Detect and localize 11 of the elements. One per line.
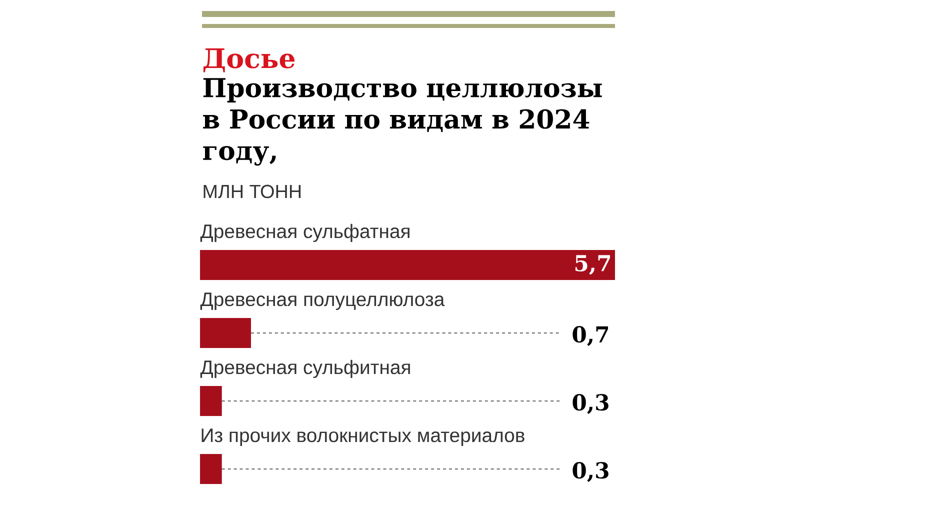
data-label: 0,7 <box>572 326 608 346</box>
text: Досье <box>203 48 295 72</box>
y-tick-label: Древесная сульфитная <box>200 360 410 378</box>
y-tick-label: Древесная полуцеллюлоза <box>200 292 445 310</box>
data-label: 0,3 <box>572 462 608 482</box>
y-tick-label: Из прочих волокнистых материалов <box>202 428 524 446</box>
data-label: 5,7 <box>575 255 610 275</box>
y-tick-label: Древесная сульфатная <box>200 224 410 242</box>
chart-title: Производство целлюлозы в России по видам в 2024 году, <box>203 78 602 166</box>
chart-subtitle: МЛН ТОНН <box>204 184 301 198</box>
data-label: 0,3 <box>572 394 608 414</box>
